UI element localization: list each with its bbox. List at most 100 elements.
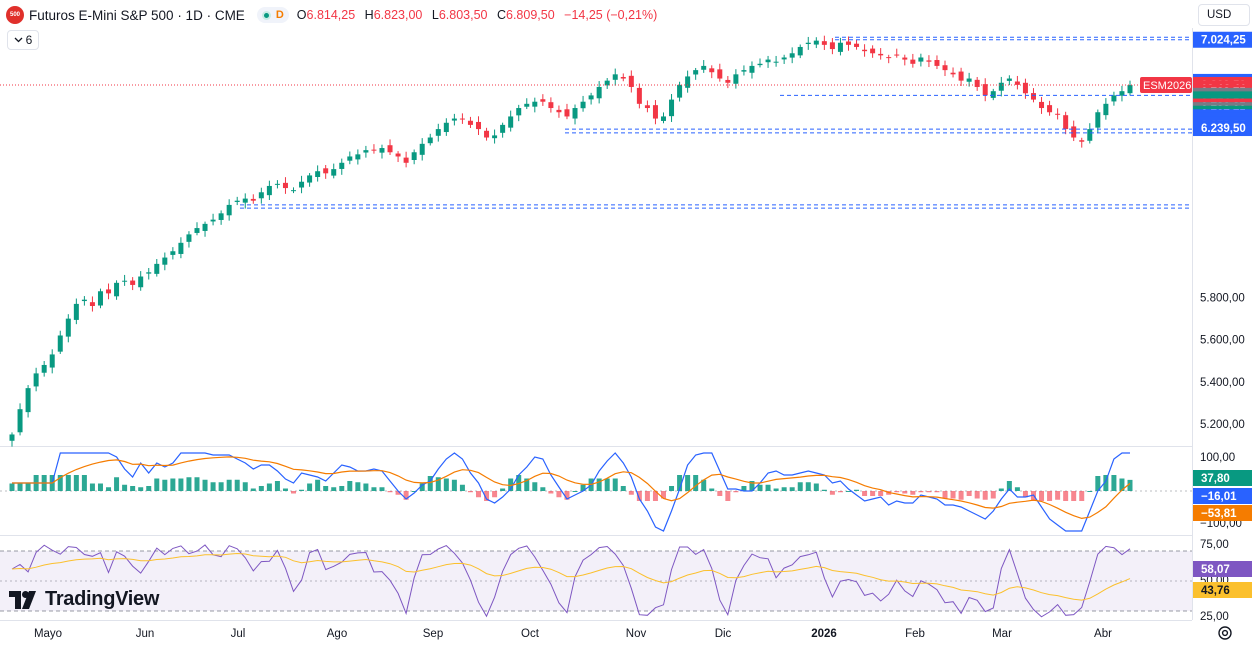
candle-body	[998, 82, 1004, 91]
macd-histogram-bar	[910, 491, 916, 495]
currency-select[interactable]: USD	[1198, 4, 1250, 26]
macd-histogram-bar	[862, 491, 868, 496]
candle-body	[701, 65, 707, 70]
macd-histogram-bar	[403, 491, 409, 500]
macd-histogram-bar	[717, 491, 723, 496]
candle-body	[138, 276, 144, 288]
candle-body	[1095, 112, 1101, 128]
chevron-down-icon	[14, 37, 23, 43]
macd-histogram-bar	[572, 491, 578, 492]
rsi-value-text: 43,76	[1201, 585, 1230, 597]
rsi-value-text: 58,07	[1201, 564, 1230, 576]
candle-body	[114, 282, 120, 297]
candle-body	[934, 60, 940, 66]
macd-histogram-bar	[371, 487, 377, 491]
tradingview-logo-icon	[9, 590, 36, 609]
macd-histogram-bar	[508, 478, 514, 491]
macd-histogram-bar	[435, 477, 441, 491]
price-label	[1193, 120, 1252, 137]
candle-body	[9, 434, 15, 441]
low-value: 6.803,50	[438, 8, 488, 22]
macd-histogram-bar	[765, 484, 771, 491]
macd-histogram-bar	[106, 487, 112, 491]
macd-histogram-bar	[733, 491, 739, 493]
candle-body	[210, 219, 216, 222]
macd-histogram-bar	[998, 488, 1004, 491]
candle-body	[1055, 113, 1061, 115]
macd-histogram-bar	[130, 486, 136, 491]
candle-body	[355, 154, 361, 160]
candle-body	[966, 78, 972, 82]
candle-body	[307, 175, 313, 183]
macd-histogram-bar	[73, 475, 79, 491]
candle-body	[363, 150, 369, 153]
macd-histogram-bar	[805, 482, 811, 491]
macd-histogram-bar	[821, 489, 827, 491]
candle-body	[749, 65, 755, 73]
candle-body	[1087, 129, 1093, 141]
macd-histogram-bar	[443, 478, 449, 491]
macd-histogram-bar	[652, 491, 658, 501]
macd-histogram-bar	[1047, 491, 1053, 501]
macd-histogram-bar	[797, 482, 803, 491]
candle-body	[1071, 126, 1077, 138]
candle-body	[65, 318, 71, 337]
candle-body	[459, 118, 465, 120]
candle-body	[323, 168, 329, 174]
macd-histogram-bar	[122, 484, 128, 491]
candle-body	[548, 102, 554, 109]
candle-body	[194, 228, 200, 233]
tradingview-watermark[interactable]: TradingView	[9, 588, 159, 611]
macd-histogram-bar	[484, 491, 490, 501]
macd-histogram-bar	[685, 475, 691, 491]
candle-body	[154, 263, 160, 274]
rsi-value-label	[1193, 561, 1252, 577]
gear-icon[interactable]	[1216, 624, 1234, 642]
macd-histogram-bar	[1063, 491, 1069, 501]
macd-histogram-bar	[596, 478, 602, 491]
candle-body	[331, 169, 337, 176]
candle-body	[677, 84, 683, 98]
macd-histogram-bar	[331, 487, 337, 491]
price-tick-label: 5.600,00	[1200, 335, 1245, 347]
candle-body	[347, 156, 353, 161]
macd-histogram-bar	[395, 491, 401, 495]
candle-body	[845, 41, 851, 45]
macd-histogram-bar	[427, 476, 433, 491]
candle-body	[532, 101, 538, 107]
macd-histogram-bar	[323, 486, 329, 491]
candle-body	[130, 280, 136, 285]
macd-histogram-bar	[114, 477, 120, 491]
macd-histogram-bar	[934, 491, 940, 493]
candle-body	[781, 57, 787, 60]
candle-body	[862, 49, 868, 52]
macd-histogram-bar	[1119, 478, 1125, 491]
macd-histogram-bar	[500, 488, 506, 491]
macd-histogram-bar	[926, 491, 932, 493]
candle-body	[773, 61, 779, 63]
candle-body	[894, 54, 900, 56]
candle-body	[1063, 115, 1069, 130]
symbol-title[interactable]: Futuros E-Mini S&P 500 · 1D · CME	[29, 7, 245, 23]
macd-histogram-bar	[636, 491, 642, 501]
candle-body	[282, 182, 288, 189]
candle-body	[162, 257, 168, 265]
macd-histogram-bar	[628, 491, 634, 495]
macd-histogram-bar	[411, 491, 417, 492]
macd-histogram-bar	[524, 478, 530, 491]
macd-histogram-bar	[202, 479, 208, 491]
candle-body	[371, 149, 377, 151]
candle-body	[612, 74, 618, 80]
macd-histogram-bar	[1039, 491, 1045, 501]
status-badges[interactable]: D	[256, 7, 289, 23]
candle-body	[411, 152, 417, 161]
candle-body	[508, 116, 514, 128]
macd-histogram-bar	[210, 482, 216, 491]
candle-body	[1079, 140, 1085, 142]
price-tick-label: 5.400,00	[1200, 377, 1245, 389]
time-tick-label: Mar	[992, 628, 1012, 640]
close-value: 6.809,50	[506, 8, 555, 22]
macd-histogram-bar	[282, 488, 288, 491]
indicators-toggle-button[interactable]: 6	[7, 30, 39, 50]
